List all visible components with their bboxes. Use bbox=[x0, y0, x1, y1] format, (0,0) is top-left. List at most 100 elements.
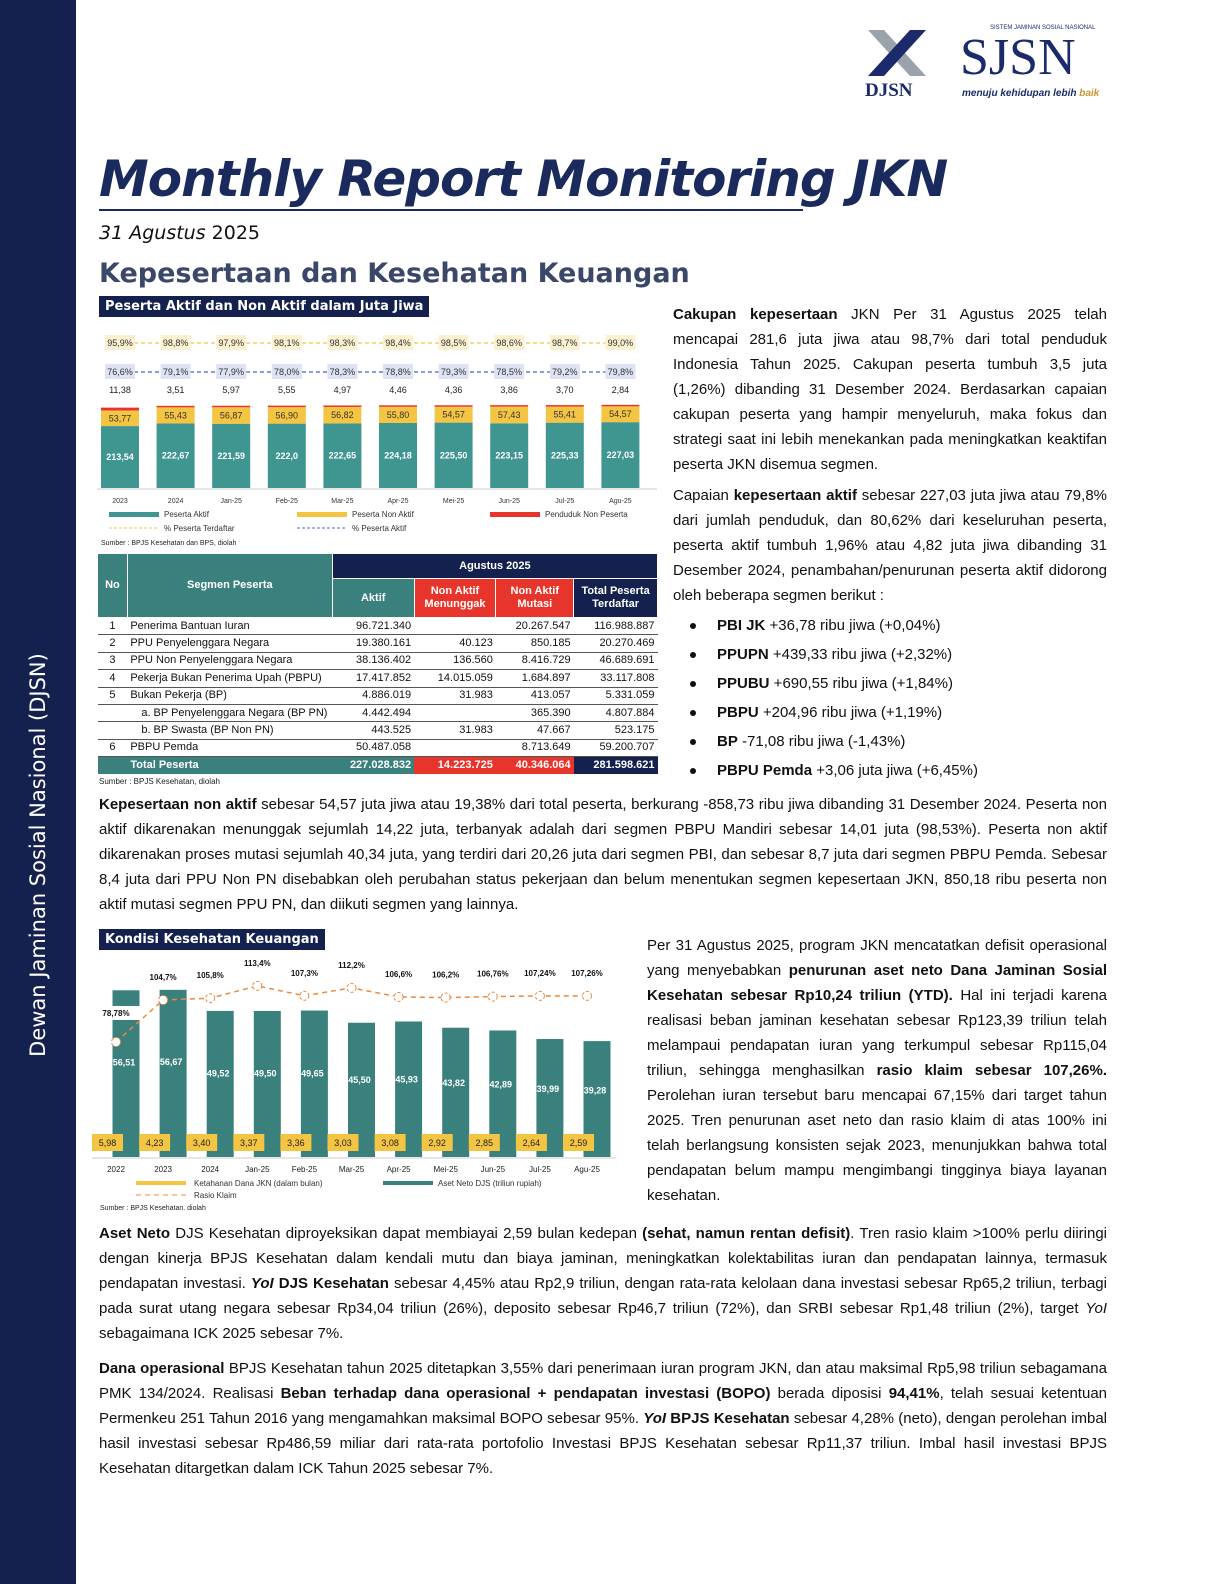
date-year: 2025 bbox=[205, 222, 261, 244]
bar-aktif bbox=[267, 423, 306, 488]
col-segmen: Segmen Peserta bbox=[126, 553, 333, 618]
pct-aktif-label-bg bbox=[216, 364, 247, 379]
table-cell: Penerima Bantuan Iuran bbox=[127, 617, 333, 636]
non-aktif-label: 55,80 bbox=[387, 410, 410, 420]
djsn-emblem-icon bbox=[868, 30, 926, 76]
text-run: Dana operasional bbox=[99, 1360, 225, 1377]
non-aktif-label: 54,57 bbox=[609, 409, 632, 419]
table-cell: 96.721.340 bbox=[332, 617, 415, 636]
table-cell: 523.175 bbox=[573, 721, 658, 740]
pct-terdaftar-label-bg bbox=[105, 335, 135, 350]
text-run: Hal ini terjadi karena realisasi beban j… bbox=[647, 987, 1107, 1079]
table-cell: 40.346.064 bbox=[495, 756, 574, 775]
bar-non-aktif bbox=[212, 407, 251, 424]
pct-aktif-label-bg bbox=[549, 364, 580, 379]
sjsn-logo-text: SJSN bbox=[960, 29, 1076, 86]
ketahanan-box bbox=[186, 1134, 218, 1151]
bar-non-aktif bbox=[545, 406, 584, 423]
legend-label: Penduduk Non Peserta bbox=[545, 510, 628, 519]
table-cell: 4 bbox=[97, 669, 128, 688]
ketahanan-box bbox=[139, 1134, 171, 1151]
table-row: 1 Penerima Bantuan Iuran 96.721.340 20.267.… bbox=[97, 617, 658, 636]
bar-aktif bbox=[323, 423, 362, 488]
rasio-marker bbox=[534, 990, 545, 1001]
bar-aktif bbox=[490, 423, 529, 488]
non-peserta-label: 3,51 bbox=[167, 385, 185, 395]
table-cell: a. BP Penyelenggara Negara (BP PN) bbox=[127, 704, 333, 723]
x-tick-label: 2023 bbox=[154, 1165, 172, 1174]
non-peserta-label: 5,55 bbox=[278, 385, 296, 395]
text-run: YoI bbox=[1085, 1300, 1107, 1317]
table-cell: 413.057 bbox=[495, 687, 574, 705]
pct-terdaftar-label: 97,9% bbox=[218, 338, 244, 348]
pct-aktif-label: 79,3% bbox=[441, 367, 467, 377]
pct-aktif-label: 78,5% bbox=[496, 367, 522, 377]
bar-aktif bbox=[545, 422, 584, 488]
non-aktif-label: 55,43 bbox=[164, 410, 187, 420]
text-run: Aset Neto bbox=[99, 1225, 171, 1242]
sjsn-subtitle: SISTEM JAMINAN SOSIAL NASIONAL bbox=[990, 25, 1096, 31]
rasio-marker bbox=[252, 980, 263, 991]
pct-terdaftar-label-bg bbox=[605, 335, 636, 350]
text-run: +204,96 ribu jiwa (+1,19%) bbox=[758, 704, 943, 721]
bullet-item: BP -71,08 ribu jiwa (-1,43%) bbox=[690, 730, 1107, 759]
table-cell bbox=[97, 704, 128, 723]
title-divider bbox=[99, 209, 803, 211]
participants-chart: 95,9% 98,8% 97,9% 98,1% 98,3% 98,4% 98,5% 98,6%… bbox=[97, 335, 657, 547]
table-cell: 116.988.887 bbox=[573, 617, 658, 636]
table-cell: 2 bbox=[97, 634, 128, 653]
pct-terdaftar-label-bg bbox=[549, 335, 580, 350]
finance-visuals: Kondisi Kesehatan Keuangan 56,51 5,98 2022… bbox=[92, 929, 647, 1213]
aktif-label: 225,33 bbox=[551, 450, 579, 460]
ketahanan-label: 3,03 bbox=[334, 1138, 352, 1148]
bar-non-aktif bbox=[490, 406, 529, 424]
col-menunggak: Non Aktif Menunggak bbox=[413, 578, 497, 618]
x-tick-label: Jun-25 bbox=[481, 1165, 506, 1174]
non-aktif-label: 54,57 bbox=[442, 410, 465, 420]
table-cell: 38.136.402 bbox=[332, 652, 415, 671]
table-cell: 1.684.897 bbox=[495, 669, 574, 688]
pct-terdaftar-label-bg bbox=[383, 335, 413, 350]
text-run: berada diposisi bbox=[770, 1385, 889, 1402]
aktif-label: 213,54 bbox=[106, 452, 134, 462]
bar-non-peserta bbox=[490, 405, 529, 407]
non-peserta-label: 2,84 bbox=[612, 385, 630, 395]
aktif-label: 227,03 bbox=[607, 450, 635, 460]
text-run: BP bbox=[717, 733, 738, 750]
sidebar-title: Dewan Jaminan Sosial Nasional (DJSN) bbox=[26, 653, 50, 1057]
table-cell: Bukan Pekerja (BP) bbox=[127, 687, 333, 705]
rasio-marker bbox=[487, 991, 498, 1002]
x-tick-label: Agu-25 bbox=[609, 498, 632, 505]
djsn-logo: DJSN bbox=[862, 28, 932, 104]
aset-neto-label: 56,67 bbox=[160, 1057, 183, 1067]
text-run: JKN Per 31 Agustus 2025 telah mencapai 2… bbox=[673, 306, 1107, 473]
legend-swatch bbox=[109, 512, 159, 517]
table-cell: 31.983 bbox=[414, 721, 496, 740]
pct-terdaftar-label-bg bbox=[494, 335, 525, 350]
legend-label: Peserta Non Aktif bbox=[352, 510, 415, 519]
rasio-marker bbox=[440, 992, 451, 1003]
pct-aktif-label: 79,2% bbox=[552, 367, 578, 377]
table-source: Sumber : BPJS Kesehatan, diolah bbox=[99, 777, 220, 787]
membership-visuals: Peserta Aktif dan Non Aktif dalam Juta J… bbox=[97, 296, 659, 787]
rasio-label: 107,24% bbox=[524, 969, 556, 978]
rasio-marker bbox=[299, 990, 310, 1001]
text-run: +690,55 ribu jiwa (+1,84%) bbox=[769, 675, 953, 692]
legend-label: Peserta Aktif bbox=[164, 510, 210, 519]
table-cell: PPU Non Penyelenggara Negara bbox=[127, 652, 333, 671]
bar-aktif bbox=[212, 423, 251, 488]
aset-neto-label: 39,99 bbox=[537, 1084, 560, 1094]
rasio-label: 106,6% bbox=[385, 970, 412, 979]
table-cell: 8.713.649 bbox=[495, 739, 574, 758]
table-row: a. BP Penyelenggara Negara (BP PN) 4.442.… bbox=[97, 704, 658, 723]
text-run: DJS Kesehatan bbox=[273, 1275, 389, 1292]
pct-aktif-label-bg bbox=[327, 364, 358, 379]
table-cell: 443.525 bbox=[332, 721, 415, 740]
table-cell: 47.667 bbox=[495, 721, 574, 740]
table-cell: 850.185 bbox=[495, 634, 574, 653]
table-cell: 5 bbox=[97, 687, 128, 705]
table-cell: 1 bbox=[97, 617, 128, 636]
table-cell: 5.331.059 bbox=[573, 687, 658, 705]
text-run: sebesar 54,57 juta jiwa atau 19,38% dari… bbox=[99, 796, 1107, 913]
paragraph-deficit: Per 31 Agustus 2025, program JKN mencata… bbox=[647, 933, 1107, 1208]
